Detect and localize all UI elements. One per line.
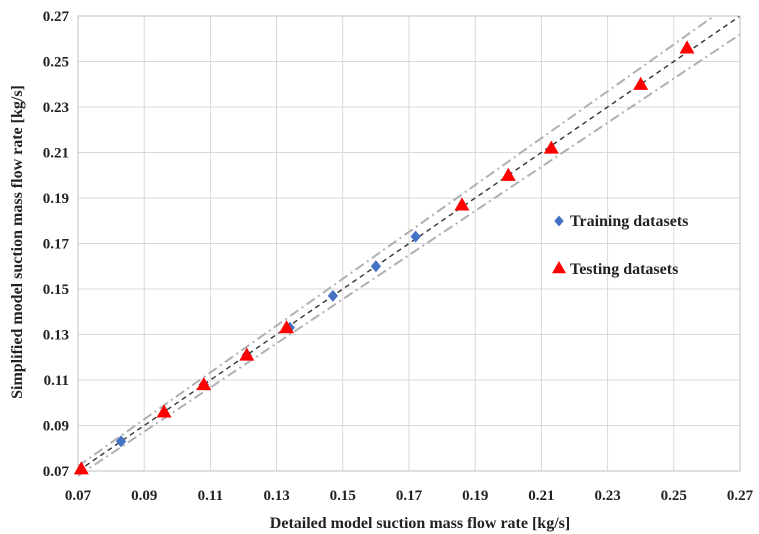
training-point: [370, 260, 381, 273]
x-tick-label: 0.27: [727, 488, 754, 504]
y-tick-label: 0.25: [43, 55, 69, 71]
testing-point: [279, 320, 295, 334]
legend-item-testing: Testing datasets: [552, 261, 678, 278]
x-tick-label: 0.21: [528, 488, 554, 504]
data-points: [73, 40, 695, 475]
testing-point: [156, 404, 172, 418]
reference-line-2: [77, 15, 715, 468]
x-tick-label: 0.07: [65, 488, 92, 504]
y-tick-label: 0.13: [43, 328, 69, 344]
testing-point: [239, 347, 255, 361]
x-tick-label: 0.25: [661, 488, 687, 504]
x-axis-label: Detailed model suction mass flow rate [k…: [270, 515, 570, 532]
legend: Training datasets Testing datasets: [552, 213, 688, 278]
y-tick-label: 0.27: [43, 9, 70, 25]
testing-point: [454, 197, 470, 211]
y-tick-label: 0.19: [43, 191, 69, 207]
plot-area-frame: [77, 15, 741, 472]
x-axis-ticks: 0.07 0.09 0.11 0.13 0.15 0.17 0.19 0.21 0.23 0.25…: [65, 488, 754, 504]
testing-point: [679, 40, 695, 54]
training-point: [410, 230, 421, 243]
x-tick-label: 0.15: [330, 488, 356, 504]
reference-lines: [77, 15, 741, 477]
y-axis-label: Simplified model suction mass flow rate …: [9, 85, 26, 399]
training-point: [327, 289, 338, 302]
x-tick-label: 0.13: [263, 488, 289, 504]
y-tick-label: 0.11: [44, 373, 69, 389]
testing-point: [196, 377, 212, 391]
y-tick-label: 0.15: [43, 282, 69, 298]
reference-line-1: [77, 15, 741, 472]
testing-point: [500, 167, 516, 181]
x-tick-label: 0.11: [198, 488, 223, 504]
reference-line-3: [77, 33, 741, 477]
series-testing: [73, 40, 695, 475]
training-point: [115, 435, 127, 448]
y-tick-label: 0.21: [43, 146, 69, 162]
y-tick-label: 0.07: [43, 464, 70, 480]
x-tick-label: 0.09: [131, 488, 157, 504]
x-tick-label: 0.17: [396, 488, 423, 504]
x-tick-label: 0.19: [462, 488, 488, 504]
legend-marker-training: [554, 215, 564, 227]
testing-point: [633, 76, 649, 90]
y-tick-label: 0.09: [43, 419, 69, 435]
legend-item-training: Training datasets: [554, 213, 688, 230]
legend-marker-testing: [552, 261, 566, 274]
legend-label-training: Training datasets: [570, 213, 688, 230]
testing-point: [73, 461, 89, 475]
y-axis-ticks: 0.07 0.09 0.11 0.13 0.15 0.17 0.19 0.21 0.23 0.25…: [43, 9, 70, 480]
y-tick-label: 0.23: [43, 100, 69, 116]
y-tick-label: 0.17: [43, 237, 70, 253]
legend-label-testing: Testing datasets: [570, 261, 678, 278]
testing-point: [543, 140, 559, 154]
x-tick-label: 0.23: [594, 488, 620, 504]
